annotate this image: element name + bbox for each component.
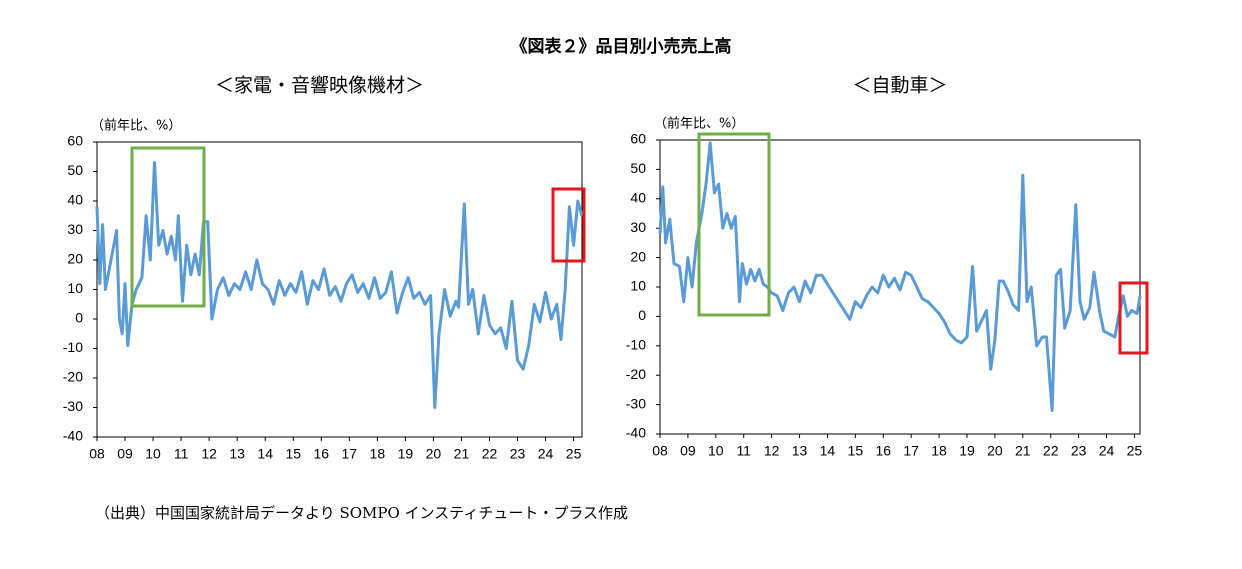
y-tick-label: 60	[67, 133, 83, 149]
x-tick-label: 14	[257, 446, 273, 462]
x-tick-label: 09	[117, 446, 133, 462]
x-tick-label: 18	[370, 446, 386, 462]
x-tick-label: 19	[959, 443, 975, 459]
y-tick-label: 50	[630, 160, 646, 176]
x-tick-label: 10	[708, 443, 724, 459]
x-tick-label: 23	[510, 446, 526, 462]
y-tick-label: 10	[630, 278, 646, 294]
data-line	[658, 141, 1142, 412]
y-tick-label: -30	[63, 398, 83, 414]
x-tick-label: 15	[848, 443, 864, 459]
y-tick-label: -20	[626, 366, 646, 382]
y-tick-label: 10	[67, 280, 83, 296]
x-tick-label: 11	[736, 443, 751, 459]
y-tick-label: 40	[630, 190, 646, 206]
x-tick-label: 11	[174, 446, 189, 462]
x-tick-label: 13	[792, 443, 808, 459]
y-tick-label: -40	[63, 428, 83, 444]
y-tick-label: -10	[63, 339, 83, 355]
y-axis-label: （前年比、%）	[91, 118, 181, 134]
y-tick-label: 40	[67, 192, 83, 208]
x-tick-label: 24	[538, 446, 554, 462]
x-tick-label: 12	[201, 446, 217, 462]
x-tick-label: 09	[680, 443, 696, 459]
x-tick-label: 18	[931, 443, 947, 459]
y-tick-label: 30	[630, 219, 646, 235]
source-note: （出典）中国国家統計局データより SOMPO インスティチュート・プラス作成	[95, 504, 628, 522]
x-tick-label: 17	[342, 446, 358, 462]
x-tick-label: 21	[454, 446, 470, 462]
highlight-box	[697, 132, 771, 317]
x-tick-label: 13	[229, 446, 245, 462]
y-axis-label: （前年比、%）	[654, 116, 744, 132]
x-tick-label: 22	[1043, 443, 1059, 459]
x-tick-label: 16	[875, 443, 891, 459]
y-tick-label: 50	[67, 162, 83, 178]
plot-frame	[96, 141, 583, 438]
x-tick-label: 21	[1015, 443, 1031, 459]
data-line	[95, 161, 584, 409]
x-tick-label: 08	[652, 443, 668, 459]
x-tick-label: 20	[426, 446, 442, 462]
x-tick-label: 08	[89, 446, 105, 462]
y-tick-label: 20	[630, 248, 646, 264]
y-tick-label: -30	[626, 395, 646, 411]
x-tick-label: 25	[1127, 443, 1143, 459]
highlight-box	[130, 146, 206, 308]
x-tick-label: 24	[1099, 443, 1115, 459]
x-tick-label: 16	[313, 446, 329, 462]
x-tick-label: 25	[566, 446, 582, 462]
y-tick-label: -10	[626, 337, 646, 353]
y-tick-label: 30	[67, 221, 83, 237]
x-tick-label: 15	[285, 446, 301, 462]
x-tick-label: 20	[987, 443, 1003, 459]
highlight-box	[551, 187, 586, 263]
y-tick-label: 60	[630, 131, 646, 147]
x-tick-label: 17	[903, 443, 919, 459]
figure-title: 《図表２》品目別小売売上高	[511, 36, 732, 57]
y-tick-label: 20	[67, 251, 83, 267]
chart-subtitle: ＜家電・音響映像機材＞	[215, 75, 424, 97]
y-tick-label: 0	[75, 310, 83, 326]
y-tick-label: 0	[638, 307, 646, 323]
x-tick-label: 14	[820, 443, 836, 459]
x-tick-label: 19	[398, 446, 414, 462]
x-tick-label: 22	[482, 446, 498, 462]
x-tick-label: 12	[764, 443, 780, 459]
x-tick-label: 10	[145, 446, 161, 462]
highlight-box	[1118, 281, 1149, 355]
y-tick-label: -20	[63, 369, 83, 385]
chart-subtitle: ＜自動車＞	[852, 75, 947, 97]
y-tick-label: -40	[626, 425, 646, 441]
x-tick-label: 23	[1071, 443, 1087, 459]
